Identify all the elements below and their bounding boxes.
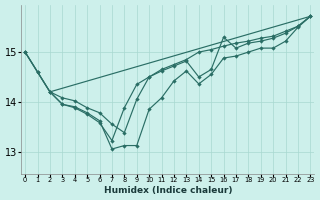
X-axis label: Humidex (Indice chaleur): Humidex (Indice chaleur): [103, 186, 232, 195]
